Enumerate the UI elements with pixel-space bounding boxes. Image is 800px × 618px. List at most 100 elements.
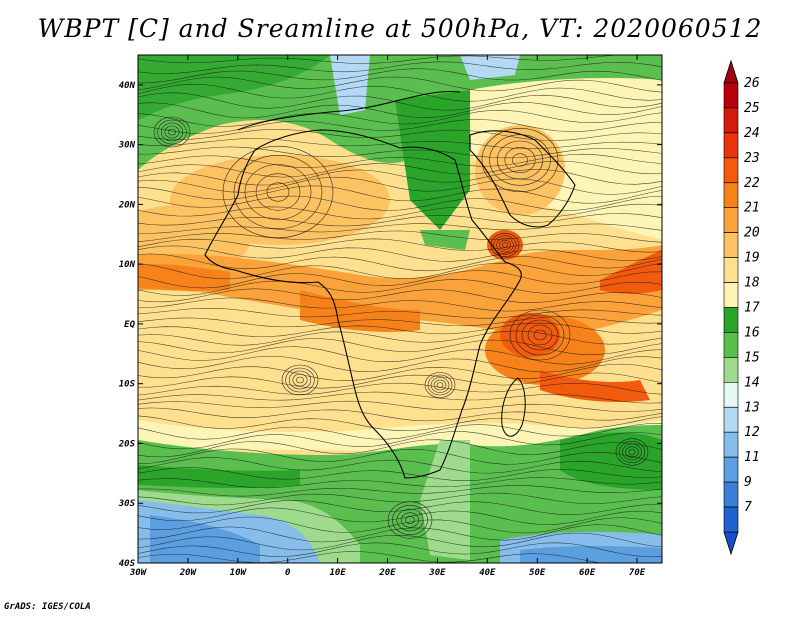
vortex-ring — [157, 119, 187, 145]
x-tick-label: 40E — [479, 568, 496, 578]
streamline — [138, 363, 662, 381]
x-tick-label: 0 — [285, 568, 291, 578]
colorbar-swatch — [723, 107, 739, 134]
vortex-ring — [424, 372, 456, 398]
vortex-ring — [233, 155, 323, 230]
streamline — [138, 415, 662, 431]
streamline — [138, 330, 662, 346]
vortex-ring — [504, 147, 536, 174]
streamline — [138, 382, 662, 396]
vortex-ring — [521, 319, 559, 351]
vortex-ring — [436, 382, 444, 388]
vortex-ring — [622, 443, 642, 461]
coastline-arabia — [469, 130, 576, 228]
colorbar-swatch — [723, 182, 739, 209]
streamline — [138, 524, 662, 543]
colorbar: 26 25 24 23 22 21 20 19 18 17 16 15 14 13 12 11 9 7 — [723, 59, 760, 556]
colorbar-swatch — [723, 232, 739, 258]
streamline — [138, 448, 662, 465]
axis-ticks: 30W 20W 10W 0 10E 20E 30E 40E 50E 60E 70E 40N 30N 20N… — [118, 55, 662, 578]
streamline — [138, 169, 662, 186]
y-tick-label: 30N — [118, 141, 136, 151]
streamline — [138, 76, 662, 93]
streamline — [138, 297, 662, 312]
colorbar-label: 18 — [744, 276, 760, 291]
vortex-ring — [255, 173, 301, 211]
x-tick-label: 30E — [428, 568, 446, 578]
vortex-ring — [392, 504, 428, 535]
streamline — [138, 372, 662, 389]
coastline-africa — [204, 129, 522, 479]
streamline — [138, 316, 662, 328]
colorbar-label: 7 — [744, 500, 752, 515]
vortex-ring — [615, 438, 649, 466]
streamline — [138, 507, 662, 525]
streamline — [138, 467, 662, 481]
coastline-europe — [237, 91, 461, 131]
map-title: WBPT [C] and Sreamline at 500hPa, VT: 20… — [37, 14, 763, 43]
colorbar-label: 19 — [744, 251, 760, 266]
colorbar-swatch — [723, 381, 739, 408]
colorbar-swatch — [723, 132, 739, 159]
streamline — [138, 457, 662, 474]
colorbar-label: 17 — [744, 301, 760, 316]
colorbar-swatch — [723, 431, 739, 458]
coastline-madagascar — [501, 377, 526, 437]
streamline — [138, 92, 662, 111]
vortex-ring — [430, 377, 450, 393]
x-tick-label: 50E — [529, 568, 546, 578]
x-tick-label: 70E — [629, 568, 646, 578]
streamline — [138, 477, 662, 489]
colorbar-label: 22 — [744, 176, 760, 191]
vortex-ring — [496, 237, 514, 253]
vortex-ring — [288, 370, 312, 390]
streamline — [138, 238, 662, 253]
y-tick-label: 10N — [119, 260, 136, 270]
colorbar-label: 11 — [744, 450, 760, 465]
grads-credit: GrADS: IGES/COLA — [4, 602, 91, 612]
colorbar-label: 9 — [744, 475, 752, 490]
colorbar-label: 24 — [744, 126, 760, 141]
streamline — [138, 55, 662, 64]
streamline — [138, 308, 662, 319]
streamline — [138, 223, 662, 234]
streamline — [138, 400, 662, 412]
streamline — [138, 355, 662, 373]
streamline — [138, 407, 662, 422]
streamline — [138, 138, 662, 150]
streamline — [138, 542, 662, 557]
north-cold-tongue — [330, 55, 370, 115]
streamline — [138, 245, 662, 262]
colorbar-label: 23 — [744, 151, 760, 166]
streamline — [138, 262, 662, 280]
vortex-ring — [285, 367, 315, 393]
streamline — [138, 551, 662, 563]
vortex-ring — [501, 242, 509, 248]
vortex-ring — [281, 364, 319, 396]
x-tick-label: 10E — [329, 568, 346, 578]
colorbar-label: 20 — [744, 226, 760, 241]
colorbar-swatch — [723, 82, 739, 109]
y-tick-label: 40N — [119, 81, 136, 91]
streamline — [138, 153, 662, 168]
y-tick-label: EQ — [124, 320, 135, 330]
vortex-ring — [222, 145, 334, 239]
y-tick-label: 20S — [118, 439, 136, 449]
colorbar-top-cap — [723, 59, 739, 84]
streamline — [138, 61, 662, 74]
colorbar-label: 12 — [744, 425, 760, 440]
x-tick-label: 20E — [378, 568, 396, 578]
colorbar-label: 14 — [744, 375, 760, 390]
vortex-ring — [618, 440, 646, 463]
x-tick-label: 60E — [579, 568, 596, 578]
colorbar-swatch — [723, 307, 739, 333]
streamline — [138, 288, 662, 303]
streamline — [138, 322, 662, 337]
vortex-ring — [433, 379, 447, 391]
streamline — [138, 102, 662, 119]
streamline — [138, 68, 662, 84]
colorbar-label: 16 — [744, 325, 760, 340]
colorbar-swatch — [723, 157, 739, 184]
vortex-ring — [405, 515, 415, 524]
